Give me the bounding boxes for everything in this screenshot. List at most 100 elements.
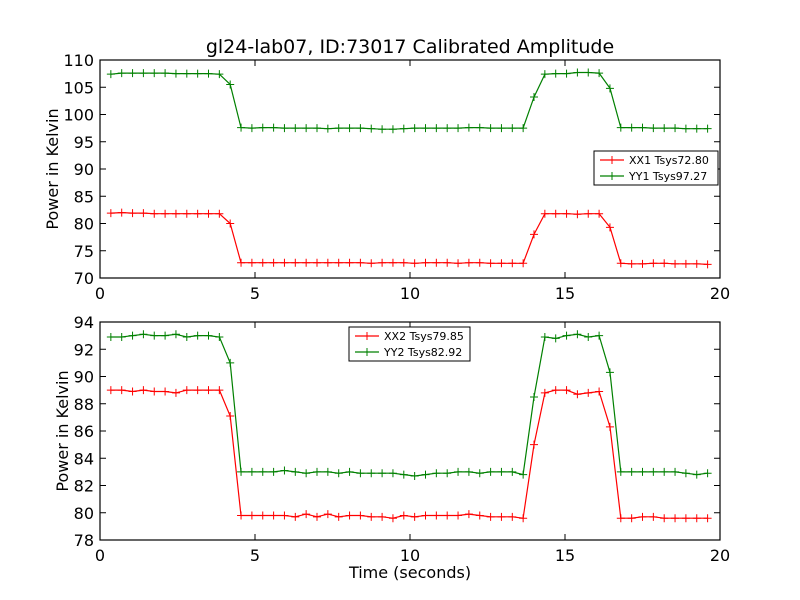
data-point (139, 330, 148, 339)
data-point (193, 69, 202, 78)
data-point (334, 258, 343, 267)
data-point (519, 124, 528, 133)
data-point (128, 331, 137, 340)
data-point (150, 209, 159, 218)
data-point (454, 124, 463, 133)
data-point (681, 469, 690, 478)
data-point (215, 209, 224, 218)
data-point (486, 124, 495, 133)
data-point (703, 469, 712, 478)
data-point (573, 330, 582, 339)
data-point (497, 512, 506, 521)
data-point (237, 511, 246, 520)
data-point (161, 387, 170, 396)
data-point (508, 467, 517, 476)
data-point (421, 124, 430, 133)
x-tick-label: 5 (250, 284, 260, 303)
data-point (150, 69, 159, 78)
data-point (692, 259, 701, 268)
data-point (475, 123, 484, 132)
data-point (584, 388, 593, 397)
data-point (106, 386, 115, 395)
data-point (443, 258, 452, 267)
data-point (443, 124, 452, 133)
data-point (258, 511, 267, 520)
data-point (454, 467, 463, 476)
data-point (323, 258, 332, 267)
data-point (399, 258, 408, 267)
data-point (432, 258, 441, 267)
legend-label: XX2 Tsys79.85 (384, 330, 464, 343)
data-point (508, 259, 517, 268)
data-point (660, 124, 669, 133)
data-point (226, 412, 235, 421)
data-point (692, 124, 701, 133)
data-point (334, 124, 343, 133)
data-point (649, 512, 658, 521)
data-point (616, 123, 625, 132)
y-tick-label: 90 (74, 160, 94, 179)
legend-marker (608, 156, 616, 164)
data-point (388, 514, 397, 523)
data-point (367, 124, 376, 133)
data-point (367, 512, 376, 521)
data-point (106, 332, 115, 341)
data-point (171, 209, 180, 218)
data-point (182, 332, 191, 341)
data-point (595, 331, 604, 340)
data-point (443, 511, 452, 520)
data-point (464, 510, 473, 519)
y-tick-label: 100 (63, 106, 94, 125)
data-point (530, 230, 538, 239)
data-point (573, 210, 582, 219)
data-point (497, 259, 506, 268)
data-point (584, 332, 593, 341)
data-point (345, 511, 354, 520)
data-point (193, 331, 202, 340)
data-point (605, 223, 614, 232)
data-point (323, 124, 332, 133)
data-point (345, 124, 354, 133)
data-point (280, 258, 289, 267)
x-tick-label: 5 (250, 546, 260, 565)
data-point (139, 386, 148, 395)
data-point (540, 332, 549, 341)
data-point (128, 209, 137, 218)
data-point (703, 514, 712, 523)
data-point (508, 512, 517, 521)
data-point (106, 70, 115, 79)
data-point (573, 390, 582, 399)
data-point (508, 124, 517, 133)
data-point (410, 259, 419, 268)
data-point (237, 123, 246, 132)
x-tick-label: 10 (400, 546, 420, 565)
data-point (443, 469, 452, 478)
data-point (562, 331, 571, 340)
data-point (291, 124, 300, 133)
data-point (584, 209, 593, 218)
data-point (486, 467, 495, 476)
data-point (291, 512, 300, 521)
data-point (616, 467, 625, 476)
data-point (530, 392, 538, 401)
y-axis-label: Power in Kelvin (53, 370, 72, 491)
y-tick-label: 75 (74, 242, 94, 261)
y-tick-label: 80 (74, 215, 94, 234)
y-tick-label: 92 (74, 340, 94, 359)
x-tick-label: 0 (95, 284, 105, 303)
data-point (421, 511, 430, 520)
data-point (660, 259, 669, 268)
data-point (128, 69, 137, 78)
data-point (280, 466, 289, 475)
data-point (595, 387, 604, 396)
data-point (399, 470, 408, 479)
data-point (204, 209, 213, 218)
data-point (616, 259, 625, 268)
data-point (117, 69, 126, 78)
data-point (139, 209, 148, 218)
data-point (595, 69, 604, 78)
data-point (410, 471, 419, 480)
data-point (139, 69, 148, 78)
data-point (573, 68, 582, 77)
data-point (638, 512, 647, 521)
